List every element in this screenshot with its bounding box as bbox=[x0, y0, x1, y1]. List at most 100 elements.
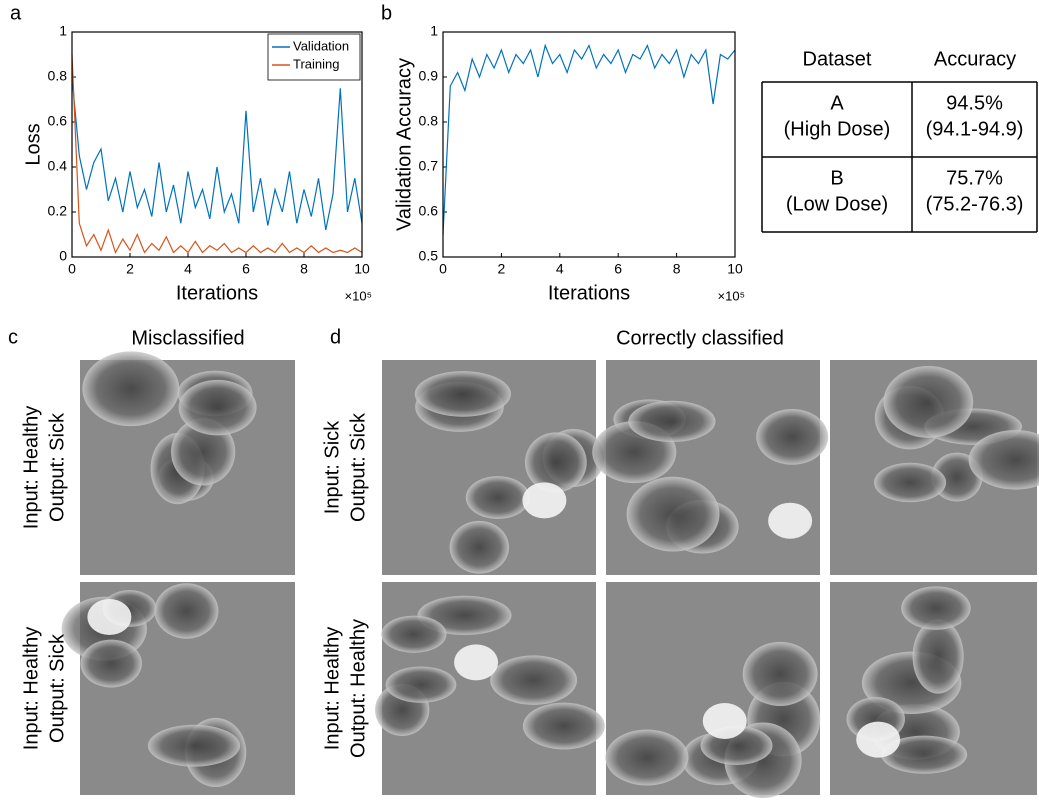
legend-label: Validation bbox=[293, 38, 349, 53]
bright-blob bbox=[856, 721, 901, 758]
panel-label: a bbox=[10, 2, 22, 24]
x-tick-label: 8 bbox=[673, 261, 681, 277]
table-cell: (75.2-76.3) bbox=[926, 193, 1024, 215]
y-tick-label: 0.9 bbox=[419, 68, 439, 84]
bright-blob bbox=[522, 482, 567, 519]
cell bbox=[626, 476, 720, 552]
cell bbox=[912, 619, 964, 694]
micrograph bbox=[61, 582, 295, 795]
table-cell: (Low Dose) bbox=[786, 193, 888, 215]
y-tick-label: 0.5 bbox=[419, 248, 439, 264]
y-tick-label: 1 bbox=[430, 23, 438, 39]
cell bbox=[449, 520, 510, 574]
y-tick-label: 1 bbox=[59, 23, 67, 39]
table-cell: A bbox=[830, 92, 844, 114]
micrograph bbox=[830, 582, 1037, 795]
cell bbox=[874, 462, 947, 503]
row-label: Output: Sick bbox=[347, 412, 369, 522]
row-label: Input: Sick bbox=[321, 420, 343, 514]
micrograph bbox=[374, 582, 605, 795]
x-exponent: ×10⁵ bbox=[718, 288, 745, 303]
cell bbox=[756, 408, 829, 465]
cell bbox=[414, 371, 512, 417]
x-exponent: ×10⁵ bbox=[345, 288, 372, 303]
bright-blob bbox=[454, 644, 499, 681]
cell bbox=[465, 476, 530, 519]
row-label: Output: Sick bbox=[46, 633, 68, 743]
table-cell: (High Dose) bbox=[784, 118, 891, 140]
panel-title: Correctly classified bbox=[616, 327, 784, 349]
cell bbox=[524, 432, 587, 493]
cell bbox=[154, 583, 219, 639]
x-tick-label: 6 bbox=[242, 261, 250, 277]
table-cell: 75.7% bbox=[946, 167, 1003, 189]
row-label: Output: Healthy bbox=[347, 619, 369, 758]
table-header: Dataset bbox=[803, 48, 872, 70]
x-tick-label: 2 bbox=[498, 261, 506, 277]
y-tick-label: 0.4 bbox=[48, 158, 68, 174]
micrograph bbox=[592, 360, 829, 575]
y-tick-label: 0.2 bbox=[48, 203, 68, 219]
cell bbox=[883, 365, 974, 438]
cell bbox=[968, 430, 1039, 490]
row-label: Input: Healthy bbox=[321, 627, 343, 750]
axes-frame bbox=[71, 31, 363, 258]
legend-label: Training bbox=[293, 56, 339, 71]
x-axis-label: Iterations bbox=[176, 282, 258, 304]
legend-box bbox=[267, 33, 361, 81]
y-tick-label: 0.8 bbox=[48, 68, 68, 84]
axes-frame bbox=[442, 31, 736, 258]
bright-blob bbox=[768, 502, 813, 539]
panel-label: b bbox=[381, 2, 392, 24]
y-tick-label: 0 bbox=[59, 248, 67, 264]
bright-blob bbox=[702, 702, 747, 739]
cell bbox=[385, 666, 457, 703]
micrograph bbox=[830, 360, 1039, 575]
cell bbox=[742, 641, 818, 706]
row-label: Input: Healthy bbox=[20, 627, 42, 750]
cell bbox=[147, 724, 241, 767]
y-axis-label: Validation Accuracy bbox=[393, 58, 415, 231]
y-tick-label: 0.6 bbox=[48, 113, 68, 129]
row-label: Input: Healthy bbox=[20, 406, 42, 529]
x-tick-label: 0 bbox=[68, 261, 76, 277]
x-tick-label: 4 bbox=[184, 261, 192, 277]
x-tick-label: 4 bbox=[556, 261, 564, 277]
panel-label: d bbox=[330, 326, 341, 348]
x-tick-label: 10 bbox=[727, 261, 743, 277]
panel-label: c bbox=[8, 326, 18, 348]
y-tick-label: 0.6 bbox=[419, 203, 439, 219]
line-series bbox=[71, 54, 363, 255]
y-tick-label: 0.8 bbox=[419, 113, 439, 129]
x-axis-label: Iterations bbox=[548, 282, 630, 304]
cell bbox=[901, 586, 971, 630]
micrograph bbox=[80, 351, 295, 575]
x-tick-label: 8 bbox=[300, 261, 308, 277]
x-tick-label: 2 bbox=[126, 261, 134, 277]
cell bbox=[381, 615, 447, 653]
cell bbox=[490, 655, 578, 705]
row-label: Output: Sick bbox=[46, 412, 68, 522]
line-series bbox=[71, 76, 363, 231]
cell bbox=[522, 702, 605, 750]
cell bbox=[628, 400, 716, 443]
panel-title: Misclassified bbox=[131, 327, 244, 349]
cell bbox=[82, 351, 180, 427]
line-series bbox=[442, 43, 736, 235]
table-header: Accuracy bbox=[934, 48, 1016, 70]
cell bbox=[605, 729, 689, 786]
x-tick-label: 10 bbox=[354, 261, 370, 277]
x-tick-label: 0 bbox=[439, 261, 447, 277]
y-tick-label: 0.7 bbox=[419, 158, 439, 174]
x-tick-label: 6 bbox=[614, 261, 622, 277]
cell bbox=[80, 639, 142, 688]
y-axis-label: Loss bbox=[22, 123, 44, 165]
micrograph bbox=[382, 360, 605, 575]
table-cell: B bbox=[830, 167, 843, 189]
table-cell: (94.1-94.9) bbox=[926, 118, 1024, 140]
bright-blob bbox=[87, 599, 132, 636]
table-cell: 94.5% bbox=[946, 92, 1003, 114]
micrograph bbox=[605, 582, 821, 799]
cell bbox=[178, 379, 257, 436]
